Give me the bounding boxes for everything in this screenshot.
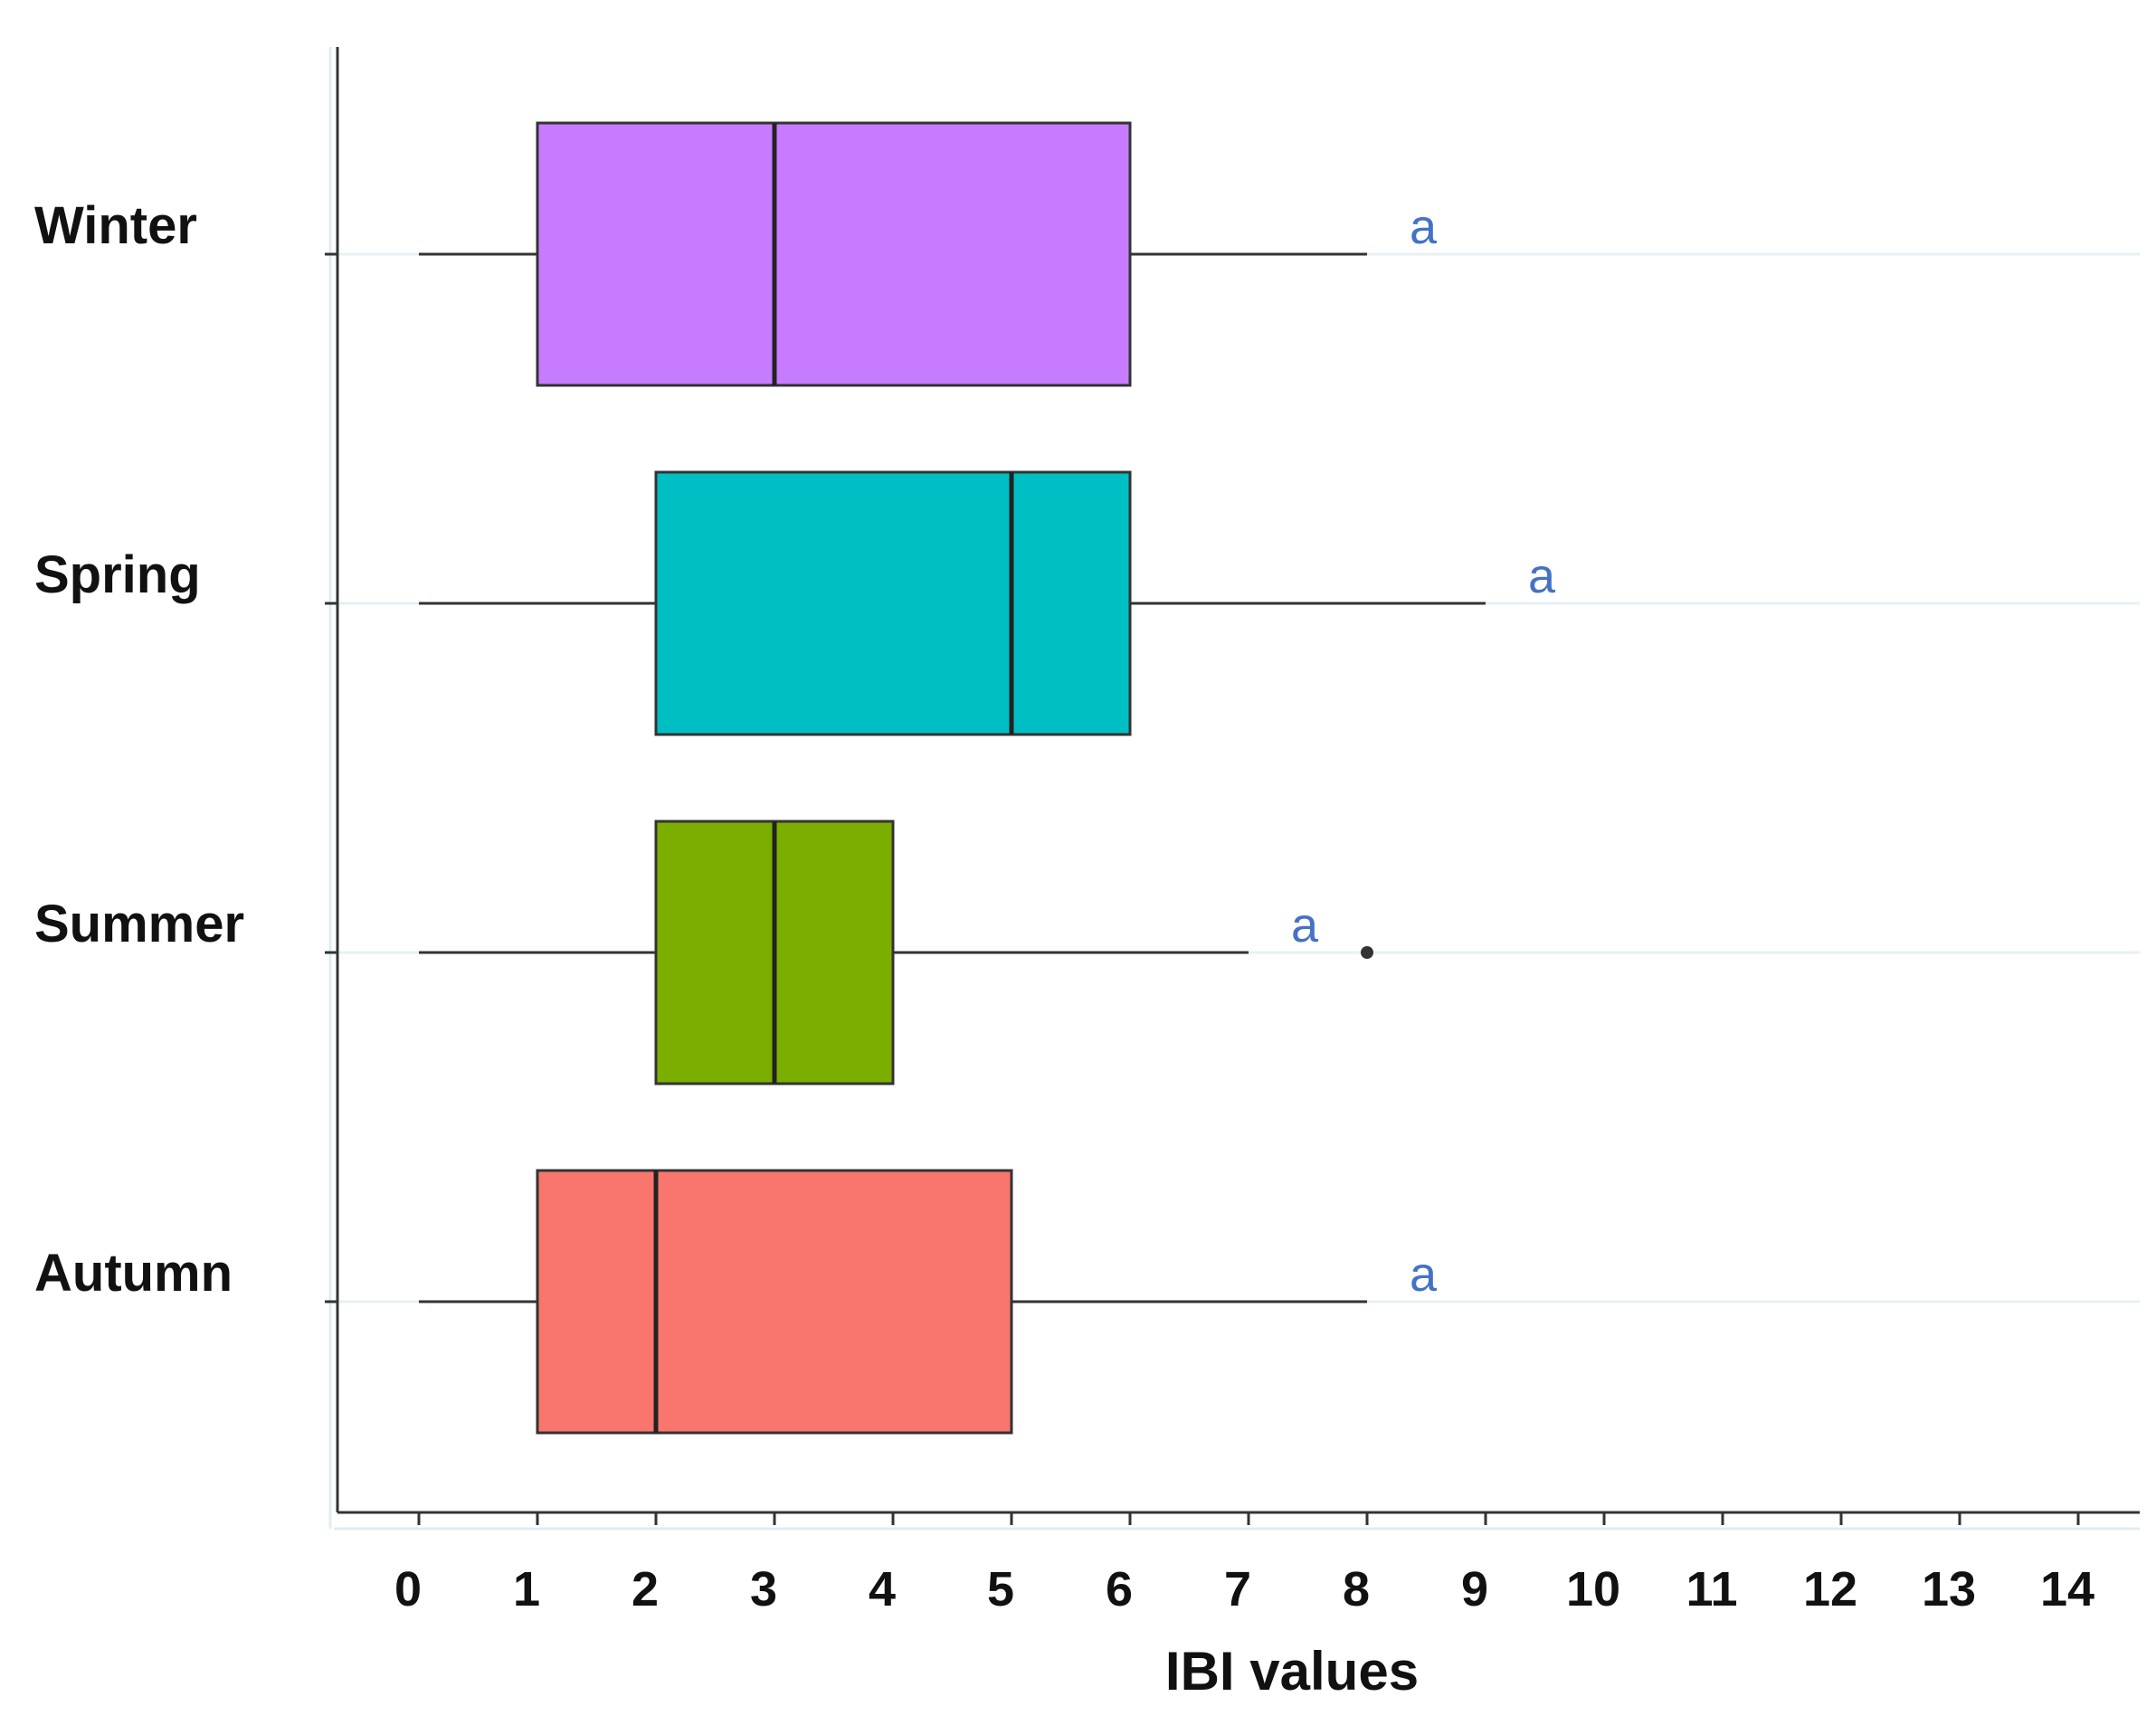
box-spring: a: [419, 470, 1556, 736]
x-tick-label: 8: [1343, 1562, 1370, 1616]
x-tick-label: 6: [1106, 1562, 1133, 1616]
significance-label: a: [1410, 1247, 1438, 1302]
x-tick-label: 1: [513, 1562, 540, 1616]
box-summer: a: [419, 820, 1373, 1085]
box-iqr: [654, 470, 1132, 736]
x-tick-label: 12: [1803, 1562, 1857, 1616]
x-tick-label: 10: [1566, 1562, 1620, 1616]
significance-label: a: [1291, 898, 1319, 953]
x-tick-label: 7: [1224, 1562, 1251, 1616]
x-tick-label: 11: [1686, 1562, 1737, 1616]
x-tick-label: 5: [987, 1562, 1014, 1616]
box-winter: a: [419, 121, 1438, 387]
outlier-point: [1361, 946, 1373, 959]
category-label: Spring: [34, 545, 201, 604]
x-tick-label: 4: [869, 1562, 896, 1616]
x-tick-label: 2: [632, 1562, 659, 1616]
x-tick-label: 13: [1922, 1562, 1976, 1616]
box-iqr: [536, 121, 1132, 387]
x-tick-label: 9: [1461, 1562, 1488, 1616]
significance-label: a: [1410, 200, 1438, 254]
x-tick-label: 0: [394, 1562, 422, 1616]
plot-layer: a a a a: [419, 121, 1556, 1435]
category-label: Summer: [34, 895, 244, 953]
box-iqr: [536, 1169, 1013, 1435]
x-axis-title: IBI values: [1165, 1641, 1419, 1701]
category-label: Autumn: [34, 1244, 233, 1303]
category-label: Winter: [34, 196, 197, 255]
box-autumn: a: [419, 1169, 1438, 1435]
x-tick-label: 14: [2040, 1562, 2094, 1616]
x-tick-label: 3: [750, 1562, 777, 1616]
significance-label: a: [1528, 549, 1556, 603]
